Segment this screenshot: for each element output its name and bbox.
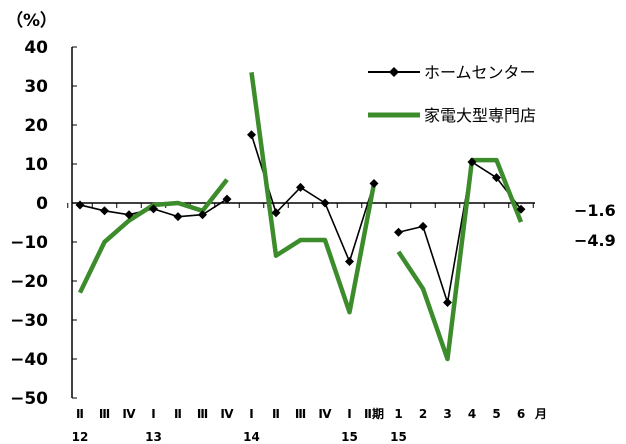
data-point-marker [467, 157, 477, 167]
data-point-marker [75, 200, 85, 210]
data-point-marker [516, 204, 526, 214]
data-point-marker [173, 212, 183, 222]
data-point-marker [320, 198, 330, 208]
end-label-appliance: −4.9 [574, 231, 616, 250]
x-tick-label: Ⅱ期 [364, 406, 384, 421]
x-year-label: 12 [72, 430, 89, 444]
series-line-appliance [249, 72, 377, 315]
x-tick-label: Ⅰ [151, 407, 155, 421]
x-tick-label: Ⅱ [174, 407, 182, 421]
x-year-label: 15 [390, 430, 407, 444]
data-point-marker [492, 173, 501, 183]
series-line-appliance [77, 178, 229, 294]
data-point-marker [124, 210, 134, 220]
x-tick-label: 4 [468, 407, 476, 421]
data-point-marker [198, 210, 207, 220]
data-point-marker [247, 130, 256, 140]
data-point-marker [394, 227, 403, 237]
data-point-marker [369, 179, 379, 188]
data-point-marker [443, 297, 452, 307]
y-tick-label: −20 [10, 272, 48, 292]
data-point-marker [418, 221, 428, 231]
y-tick-label: 0 [36, 194, 48, 214]
y-tick-label: 20 [24, 116, 48, 136]
series-line-home-center [250, 134, 375, 263]
x-tick-label: 2 [419, 407, 427, 421]
data-point-marker [149, 204, 158, 214]
x-year-label: 13 [145, 430, 162, 444]
y-tick-label: 30 [24, 77, 48, 97]
x-tick-label: 3 [443, 407, 451, 421]
x-tick-label: Ⅱ [272, 407, 280, 421]
axes [67, 46, 535, 399]
x-tick-label: Ⅳ [318, 407, 332, 421]
y-tick-label: −40 [10, 350, 48, 370]
y-tick-label: 10 [24, 155, 48, 175]
series-line-appliance [396, 157, 524, 362]
x-tick-label: Ⅲ [295, 407, 306, 421]
y-tick-label: 40 [24, 38, 48, 58]
x-tick-label: Ⅰ [249, 407, 253, 421]
y-tick-label: −50 [10, 389, 48, 409]
x-tick-label: 1 [394, 407, 402, 421]
y-unit-label: （%） [6, 10, 57, 31]
data-point-marker [296, 182, 305, 192]
x-tick-label: Ⅳ [122, 407, 136, 421]
legend: ホームセンター 家電大型専門店 [368, 63, 536, 125]
x-tick-label: Ⅱ [76, 407, 84, 421]
x-tick-label: Ⅳ [220, 407, 234, 421]
y-tick-label: −10 [10, 233, 48, 253]
legend-label-home-center: ホームセンター [424, 63, 536, 82]
data-point-marker [100, 206, 109, 216]
series-line-home-center [398, 161, 522, 304]
data-point-marker [271, 208, 281, 218]
legend-label-appliance: 家電大型専門店 [424, 106, 536, 125]
x-tick-label: Ⅲ [99, 407, 110, 421]
end-label-home-center: −1.6 [574, 201, 616, 220]
x-tick-label: 6 [517, 407, 525, 421]
x-year-label: 15 [341, 430, 358, 444]
x-year-label: 14 [243, 430, 260, 444]
x-tick-label: Ⅲ [197, 407, 208, 421]
series-lines [75, 72, 526, 362]
legend-marker-diamond [389, 67, 399, 77]
x-tick-label: 5 [492, 407, 500, 421]
x-tick-label: Ⅰ [347, 407, 351, 421]
x-month-suffix: 月 [534, 407, 547, 421]
data-point-marker [345, 257, 354, 266]
y-tick-label: −30 [10, 311, 48, 331]
data-point-marker [222, 194, 232, 204]
